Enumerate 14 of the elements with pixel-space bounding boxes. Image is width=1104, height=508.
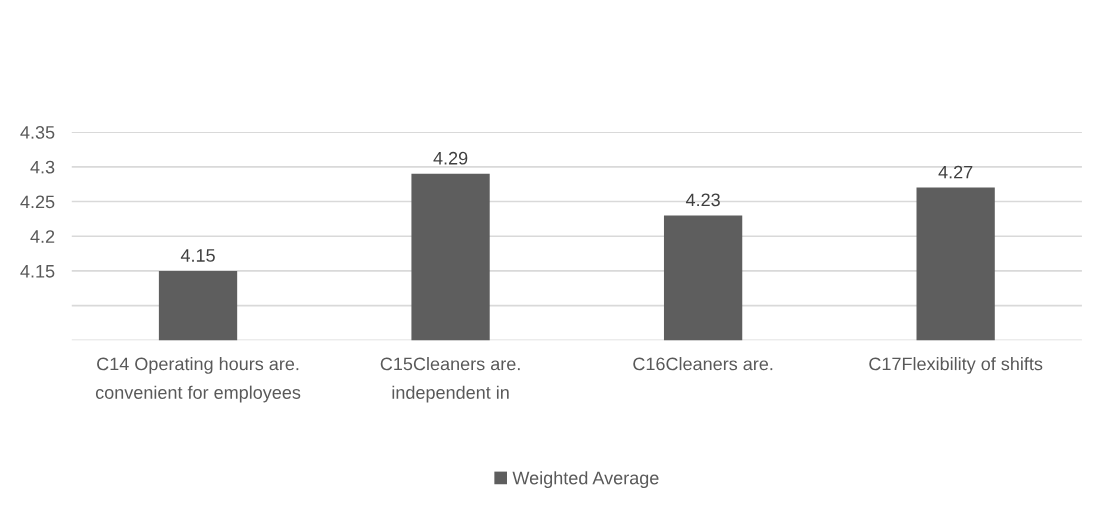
y-tick-label: 4.35 <box>20 126 55 139</box>
x-tick-label: C15Cleaners are. independent in <box>380 357 520 403</box>
legend-label: Weighted Average <box>512 471 659 488</box>
data-label: 4.29 <box>433 151 468 165</box>
data-label: 4.27 <box>938 165 973 179</box>
x-tick-label: C14 Operating hours are. convenient for employees <box>95 357 301 403</box>
data-label: 4.23 <box>685 193 720 207</box>
x-tick-label: C16Cleaners are. <box>633 357 773 371</box>
y-tick-label: 4.2 <box>30 230 55 243</box>
x-tick-label: C17Flexibility of shifts <box>869 357 1043 374</box>
y-tick-label: 4.15 <box>20 265 55 278</box>
y-tick-label: 4.25 <box>20 195 55 209</box>
data-label: 4.15 <box>180 249 215 262</box>
y-tick-label: 4.3 <box>30 160 55 174</box>
